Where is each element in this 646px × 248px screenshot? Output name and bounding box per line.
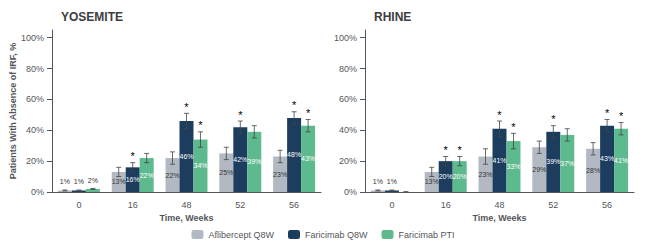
svg-text:20%: 20% (26, 156, 44, 166)
svg-text:*: * (184, 101, 189, 113)
svg-text:56: 56 (289, 200, 299, 210)
svg-text:*: * (198, 119, 203, 131)
svg-text:23%: 23% (273, 171, 287, 178)
svg-text:13%: 13% (112, 178, 126, 185)
svg-text:0%: 0% (31, 187, 44, 197)
svg-text:48: 48 (494, 200, 504, 210)
svg-text:22%: 22% (140, 172, 154, 179)
svg-text:16%: 16% (126, 176, 140, 183)
svg-text:RHINE: RHINE (374, 10, 411, 24)
svg-text:100%: 100% (21, 33, 44, 43)
svg-text:60%: 60% (26, 94, 44, 104)
svg-text:0%: 0% (344, 187, 357, 197)
svg-text:16: 16 (441, 200, 451, 210)
svg-text:41%: 41% (492, 157, 506, 164)
svg-text:13%: 13% (425, 178, 439, 185)
svg-text:*: * (238, 109, 243, 121)
svg-text:43%: 43% (301, 155, 315, 162)
svg-text:41%: 41% (614, 157, 628, 164)
svg-text:43%: 43% (600, 155, 614, 162)
svg-text:16: 16 (128, 200, 138, 210)
svg-text:60%: 60% (339, 94, 357, 104)
svg-text:39%: 39% (247, 158, 261, 165)
svg-text:*: * (497, 109, 502, 121)
svg-text:*: * (551, 113, 556, 125)
svg-text:*: * (458, 144, 463, 156)
svg-text:42%: 42% (233, 156, 247, 163)
svg-text:*: * (605, 107, 610, 119)
svg-text:52: 52 (548, 200, 558, 210)
svg-text:56: 56 (602, 200, 612, 210)
svg-text:*: * (619, 110, 624, 122)
svg-text:Faricimab Q8W: Faricimab Q8W (305, 230, 368, 240)
svg-text:Patients With Absence of IRF,: Patients With Absence of IRF, % (8, 43, 18, 180)
svg-text:29%: 29% (532, 166, 546, 173)
svg-text:*: * (306, 107, 311, 119)
svg-text:*: * (292, 99, 297, 111)
svg-text:*: * (131, 150, 136, 162)
svg-text:25%: 25% (219, 169, 233, 176)
svg-text:Aflibercept Q8W: Aflibercept Q8W (208, 230, 274, 240)
svg-text:20%: 20% (439, 173, 453, 180)
svg-text:52: 52 (235, 200, 245, 210)
svg-text:2%: 2% (88, 177, 98, 184)
svg-text:48: 48 (181, 200, 191, 210)
svg-text:Time, Weeks: Time, Weeks (159, 213, 213, 223)
svg-text:40%: 40% (26, 125, 44, 135)
svg-text:0: 0 (389, 200, 394, 210)
svg-text:80%: 80% (26, 64, 44, 74)
svg-text:YOSEMITE: YOSEMITE (61, 10, 123, 24)
svg-text:1%: 1% (373, 178, 383, 185)
svg-text:80%: 80% (339, 64, 357, 74)
svg-text:1%: 1% (387, 178, 397, 185)
svg-text:23%: 23% (479, 171, 493, 178)
svg-text:22%: 22% (166, 172, 180, 179)
svg-text:1%: 1% (60, 178, 70, 185)
svg-text:100%: 100% (334, 33, 357, 43)
svg-text:*: * (444, 144, 449, 156)
svg-text:39%: 39% (546, 158, 560, 165)
svg-text:33%: 33% (506, 163, 520, 170)
svg-text:28%: 28% (586, 167, 600, 174)
svg-text:37%: 37% (560, 160, 574, 167)
svg-text:*: * (511, 121, 516, 133)
svg-text:48%: 48% (287, 151, 301, 158)
svg-text:Faricimab PTI: Faricimab PTI (399, 230, 455, 240)
svg-text:46%: 46% (179, 153, 193, 160)
svg-text:40%: 40% (339, 125, 357, 135)
svg-text:20%: 20% (339, 156, 357, 166)
svg-text:0: 0 (76, 200, 81, 210)
svg-text:20%: 20% (453, 173, 467, 180)
svg-text:34%: 34% (193, 162, 207, 169)
svg-text:Time, Weeks: Time, Weeks (472, 213, 526, 223)
svg-text:1%: 1% (74, 178, 84, 185)
